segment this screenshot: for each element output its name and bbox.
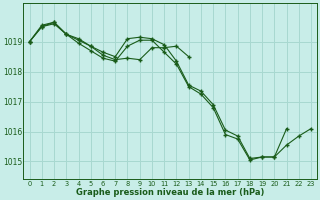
X-axis label: Graphe pression niveau de la mer (hPa): Graphe pression niveau de la mer (hPa) [76,188,265,197]
